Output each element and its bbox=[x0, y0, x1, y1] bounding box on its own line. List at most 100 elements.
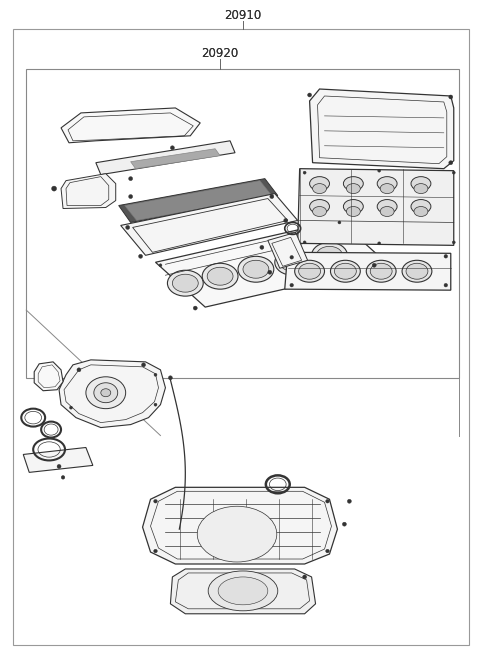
Ellipse shape bbox=[312, 183, 326, 194]
Text: 20920: 20920 bbox=[202, 47, 239, 60]
Ellipse shape bbox=[270, 195, 274, 198]
Ellipse shape bbox=[129, 195, 132, 198]
Ellipse shape bbox=[299, 263, 321, 279]
Ellipse shape bbox=[326, 500, 329, 503]
Polygon shape bbox=[156, 221, 389, 307]
Ellipse shape bbox=[57, 464, 61, 468]
Polygon shape bbox=[34, 362, 63, 391]
Ellipse shape bbox=[159, 264, 162, 267]
Text: 20920: 20920 bbox=[202, 47, 239, 60]
Polygon shape bbox=[125, 181, 272, 221]
Polygon shape bbox=[285, 252, 451, 290]
Ellipse shape bbox=[154, 550, 157, 553]
Polygon shape bbox=[119, 179, 278, 223]
Ellipse shape bbox=[142, 363, 145, 367]
Ellipse shape bbox=[449, 95, 453, 99]
Ellipse shape bbox=[380, 206, 394, 216]
Ellipse shape bbox=[326, 550, 329, 553]
Ellipse shape bbox=[377, 177, 397, 191]
Ellipse shape bbox=[284, 219, 288, 223]
Ellipse shape bbox=[316, 246, 342, 264]
Ellipse shape bbox=[411, 200, 431, 214]
Ellipse shape bbox=[370, 263, 392, 279]
Ellipse shape bbox=[290, 284, 293, 287]
Ellipse shape bbox=[275, 250, 311, 275]
Ellipse shape bbox=[347, 206, 360, 216]
Ellipse shape bbox=[238, 256, 274, 282]
Ellipse shape bbox=[295, 260, 324, 282]
Ellipse shape bbox=[302, 575, 307, 579]
Polygon shape bbox=[170, 569, 315, 614]
Ellipse shape bbox=[70, 406, 72, 409]
Polygon shape bbox=[131, 149, 220, 169]
Polygon shape bbox=[96, 141, 235, 175]
Ellipse shape bbox=[77, 368, 81, 372]
Ellipse shape bbox=[449, 160, 453, 164]
Ellipse shape bbox=[343, 200, 363, 214]
Ellipse shape bbox=[197, 506, 277, 562]
Ellipse shape bbox=[452, 171, 455, 174]
Ellipse shape bbox=[303, 171, 306, 174]
Ellipse shape bbox=[452, 241, 455, 244]
Ellipse shape bbox=[290, 255, 293, 259]
Polygon shape bbox=[23, 447, 93, 472]
Ellipse shape bbox=[342, 522, 347, 526]
Ellipse shape bbox=[343, 177, 363, 191]
Text: 20910: 20910 bbox=[224, 9, 262, 22]
Ellipse shape bbox=[330, 260, 360, 282]
Ellipse shape bbox=[94, 383, 118, 403]
Ellipse shape bbox=[378, 242, 381, 245]
Ellipse shape bbox=[268, 271, 272, 274]
Ellipse shape bbox=[335, 263, 356, 279]
Ellipse shape bbox=[61, 476, 65, 479]
Ellipse shape bbox=[378, 169, 381, 172]
Ellipse shape bbox=[414, 206, 428, 216]
Ellipse shape bbox=[444, 284, 447, 287]
Polygon shape bbox=[59, 360, 166, 428]
Polygon shape bbox=[143, 487, 337, 564]
Ellipse shape bbox=[260, 246, 264, 250]
Polygon shape bbox=[120, 194, 298, 255]
Ellipse shape bbox=[411, 177, 431, 191]
Ellipse shape bbox=[168, 271, 203, 296]
Ellipse shape bbox=[402, 260, 432, 282]
Bar bbox=[26, 69, 459, 378]
Ellipse shape bbox=[310, 177, 329, 191]
Ellipse shape bbox=[170, 146, 174, 150]
Ellipse shape bbox=[129, 177, 132, 181]
Ellipse shape bbox=[338, 221, 341, 224]
Polygon shape bbox=[298, 169, 454, 246]
Ellipse shape bbox=[380, 183, 394, 194]
Ellipse shape bbox=[126, 225, 130, 229]
Ellipse shape bbox=[207, 267, 233, 285]
Ellipse shape bbox=[168, 376, 172, 380]
Ellipse shape bbox=[208, 571, 278, 611]
Ellipse shape bbox=[86, 377, 126, 409]
Ellipse shape bbox=[51, 186, 57, 191]
Ellipse shape bbox=[348, 499, 351, 503]
Ellipse shape bbox=[202, 263, 238, 289]
Ellipse shape bbox=[154, 500, 157, 503]
Ellipse shape bbox=[366, 260, 396, 282]
Ellipse shape bbox=[172, 274, 198, 292]
Polygon shape bbox=[268, 233, 308, 269]
Ellipse shape bbox=[312, 242, 348, 269]
Ellipse shape bbox=[101, 388, 111, 397]
Text: 20910: 20910 bbox=[224, 9, 262, 22]
Ellipse shape bbox=[303, 241, 306, 244]
Polygon shape bbox=[310, 89, 454, 169]
Ellipse shape bbox=[444, 255, 447, 258]
Ellipse shape bbox=[347, 183, 360, 194]
Ellipse shape bbox=[310, 200, 329, 214]
Ellipse shape bbox=[139, 254, 143, 258]
Ellipse shape bbox=[377, 200, 397, 214]
Ellipse shape bbox=[280, 253, 306, 271]
Polygon shape bbox=[61, 108, 200, 143]
Ellipse shape bbox=[154, 373, 157, 376]
Ellipse shape bbox=[193, 306, 197, 310]
Ellipse shape bbox=[308, 93, 312, 97]
Ellipse shape bbox=[243, 260, 269, 278]
Ellipse shape bbox=[372, 263, 376, 267]
Ellipse shape bbox=[312, 206, 326, 216]
Polygon shape bbox=[61, 174, 116, 208]
